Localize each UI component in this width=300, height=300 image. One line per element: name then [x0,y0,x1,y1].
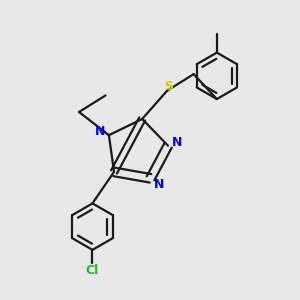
Text: N: N [154,178,164,191]
Text: N: N [172,136,182,149]
Text: Cl: Cl [86,264,99,277]
Text: N: N [94,125,105,138]
Text: S: S [164,80,173,93]
